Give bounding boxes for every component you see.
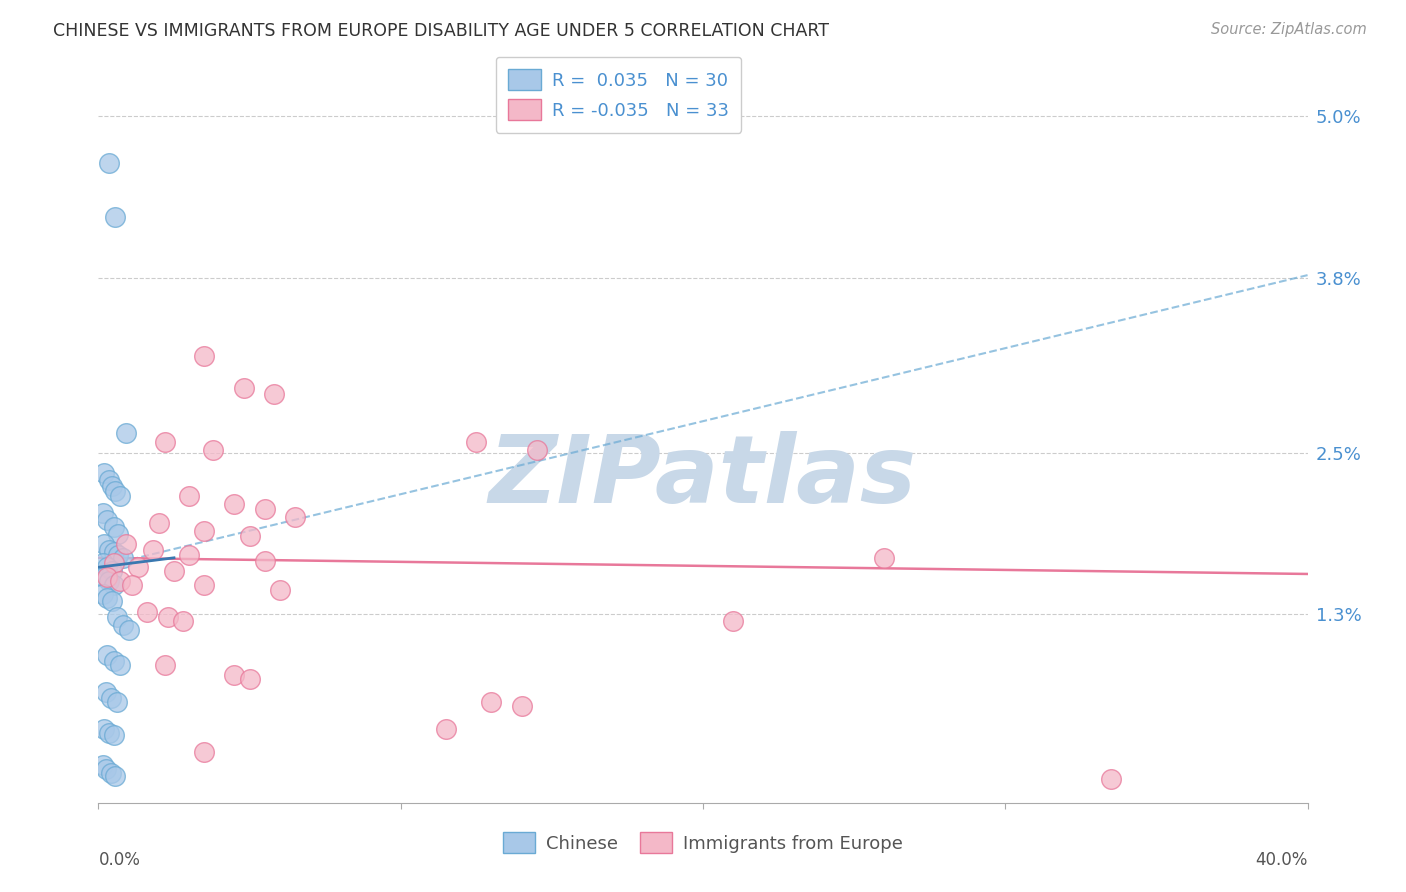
Point (193, 745, 215, 759)
Point (481, 695, 503, 709)
Point (101, 479, 124, 493)
Point (93, 466, 115, 480)
Point (1099, 772, 1122, 786)
Point (148, 516, 170, 530)
Point (103, 655, 125, 669)
Point (111, 550, 134, 565)
Point (434, 722, 457, 736)
Text: CHINESE VS IMMIGRANTS FROM EUROPE DISABILITY AGE UNDER 5 CORRELATION CHART: CHINESE VS IMMIGRANTS FROM EUROPE DISABI… (53, 22, 830, 40)
Point (104, 483, 127, 498)
Point (101, 564, 124, 578)
Point (101, 594, 124, 608)
Point (107, 526, 129, 541)
Point (96, 560, 118, 574)
Point (239, 529, 262, 543)
Point (107, 548, 129, 562)
Point (103, 729, 125, 743)
Point (193, 578, 215, 592)
Text: Source: ZipAtlas.com: Source: ZipAtlas.com (1211, 22, 1367, 37)
Point (526, 443, 548, 458)
Point (121, 578, 143, 592)
Point (127, 560, 149, 574)
Point (96, 648, 118, 662)
Text: 0.0%: 0.0% (98, 851, 141, 869)
Point (98, 473, 121, 487)
Point (103, 556, 125, 570)
Point (100, 766, 122, 780)
Point (98, 156, 121, 170)
Text: 40.0%: 40.0% (1256, 851, 1308, 869)
Point (91, 556, 114, 570)
Point (108, 574, 131, 588)
Point (253, 553, 276, 567)
Point (202, 443, 225, 458)
Point (156, 610, 179, 624)
Point (114, 425, 136, 440)
Point (193, 349, 215, 363)
Point (224, 668, 246, 682)
Point (93, 537, 115, 551)
Point (91, 507, 114, 521)
Point (465, 435, 488, 450)
Point (111, 618, 134, 632)
Point (91, 758, 114, 772)
Point (179, 489, 201, 503)
Point (118, 624, 141, 638)
Point (510, 698, 533, 713)
Point (96, 591, 118, 606)
Point (172, 614, 194, 628)
Point (224, 497, 246, 511)
Point (163, 564, 186, 578)
Point (96, 513, 118, 527)
Point (98, 574, 121, 588)
Text: ZIPatlas: ZIPatlas (489, 431, 917, 523)
Point (104, 211, 127, 225)
Point (94, 685, 117, 699)
Point (723, 614, 745, 628)
Point (103, 520, 125, 534)
Point (135, 605, 157, 619)
Point (179, 548, 201, 562)
Point (105, 610, 128, 624)
Point (193, 524, 215, 538)
Point (232, 381, 254, 395)
Point (91, 587, 114, 601)
Point (100, 690, 122, 705)
Point (103, 578, 125, 592)
Legend: Chinese, Immigrants from Europe: Chinese, Immigrants from Europe (496, 825, 910, 861)
Point (103, 545, 125, 559)
Point (96, 569, 118, 583)
Point (263, 386, 285, 401)
Point (269, 583, 291, 598)
Point (284, 510, 307, 524)
Point (153, 435, 176, 450)
Point (108, 658, 131, 673)
Point (114, 537, 136, 551)
Point (98, 542, 121, 557)
Point (873, 550, 896, 565)
Point (239, 672, 262, 686)
Point (93, 722, 115, 736)
Point (104, 769, 127, 783)
Point (93, 569, 115, 583)
Point (105, 695, 128, 709)
Point (153, 658, 176, 673)
Point (142, 542, 165, 557)
Point (98, 726, 121, 740)
Point (94, 762, 117, 776)
Point (108, 489, 131, 503)
Point (253, 502, 276, 516)
